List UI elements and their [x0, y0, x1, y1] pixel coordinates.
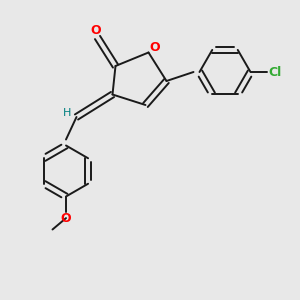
Text: Cl: Cl: [269, 65, 282, 79]
Text: H: H: [63, 108, 71, 118]
Text: O: O: [150, 40, 160, 54]
Text: O: O: [91, 24, 101, 38]
Text: O: O: [61, 212, 71, 225]
